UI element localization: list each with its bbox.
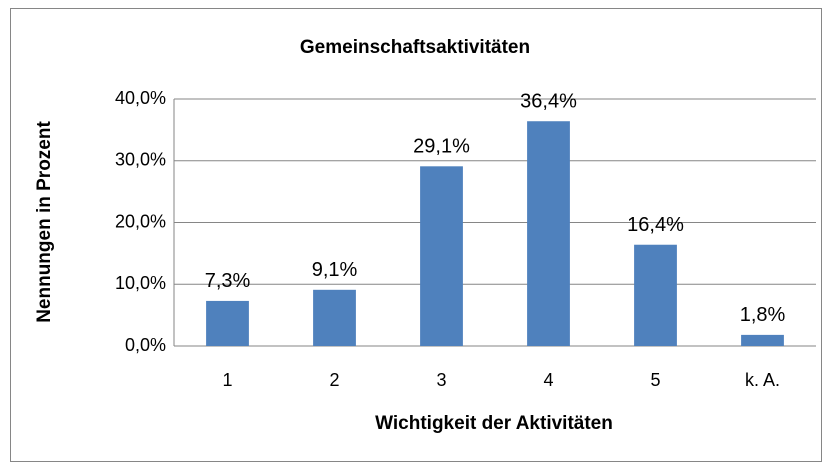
y-tick-label: 30,0% — [115, 150, 166, 170]
x-tick-label: 5 — [650, 370, 660, 390]
data-label: 36,4% — [520, 91, 577, 113]
bar — [313, 289, 356, 346]
y-tick-label: 0,0% — [125, 335, 166, 355]
bar — [527, 121, 570, 346]
y-tick-label: 10,0% — [115, 273, 166, 293]
y-tick-label: 20,0% — [115, 211, 166, 231]
data-label: 1,8% — [740, 304, 786, 326]
bar — [741, 334, 784, 346]
bar — [420, 166, 463, 346]
bar — [206, 300, 249, 346]
x-tick-label: 3 — [436, 370, 446, 390]
x-tick-label: 4 — [543, 370, 553, 390]
bar — [634, 244, 677, 346]
data-label: 7,3% — [205, 270, 251, 292]
chart-border — [10, 8, 822, 462]
data-label: 29,1% — [413, 136, 470, 158]
x-tick-label: k. A. — [745, 370, 780, 390]
y-axis-label: Nennungen in Prozent — [34, 121, 55, 323]
x-axis-label: Wichtigkeit der Aktivitäten — [375, 413, 613, 434]
x-tick-label: 2 — [329, 370, 339, 390]
chart-title: Gemeinschaftsaktivitäten — [300, 37, 530, 58]
x-tick-label: 1 — [222, 370, 232, 390]
data-label: 16,4% — [627, 214, 684, 236]
y-tick-label: 40,0% — [115, 88, 166, 108]
data-label: 9,1% — [312, 259, 358, 281]
